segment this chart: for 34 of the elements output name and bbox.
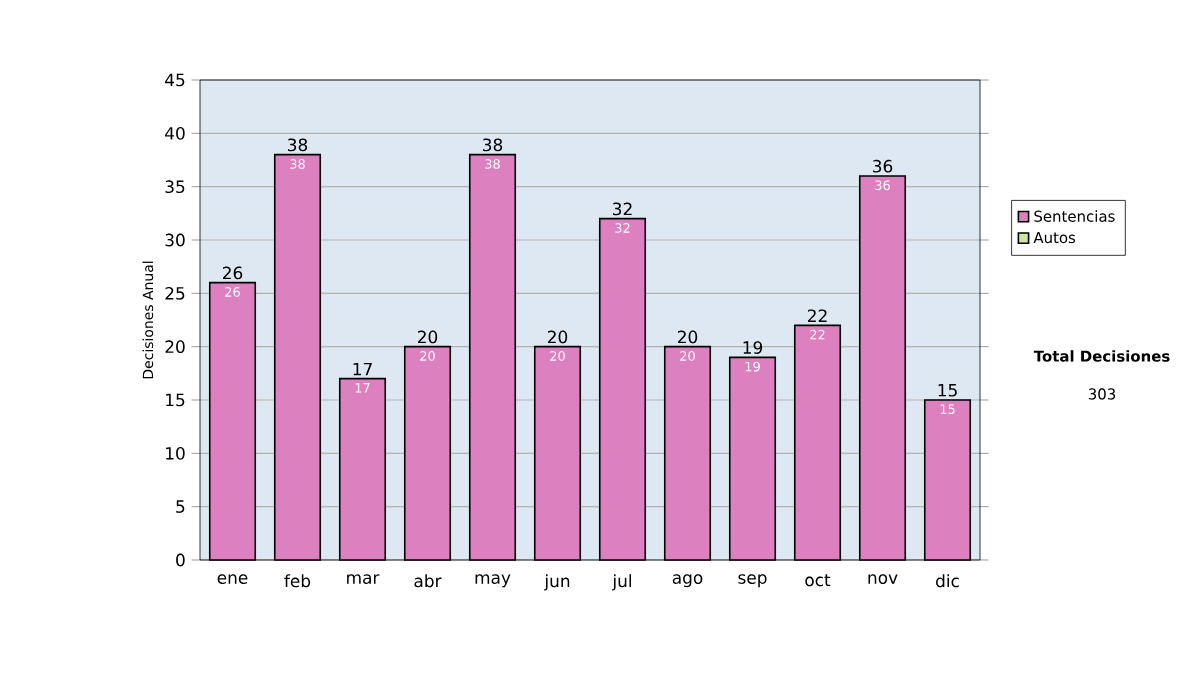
y-tick-label: 5 xyxy=(176,500,185,513)
x-tick-label: ene xyxy=(217,574,248,584)
y-tick-label: 35 xyxy=(165,180,185,194)
x-tick-label: oct xyxy=(805,574,831,587)
total-label: 22 xyxy=(807,309,827,322)
x-tick-label: sep xyxy=(738,574,767,588)
total-label: 38 xyxy=(288,138,308,152)
x-tick-label: may xyxy=(475,574,511,588)
total-label: 15 xyxy=(938,384,957,397)
total-label: 36 xyxy=(873,159,893,173)
x-tick-label: mar xyxy=(347,574,380,584)
y-tick-label: 25 xyxy=(165,286,185,300)
y-tick-label: 10 xyxy=(166,446,185,460)
y-tick-label: 30 xyxy=(165,233,185,247)
y-tick-label: 20 xyxy=(165,340,185,354)
x-tick-label: feb xyxy=(284,574,311,588)
y-tick-label: 15 xyxy=(166,393,185,407)
x-tick-label: jul xyxy=(612,574,632,591)
total-label: 19 xyxy=(743,341,763,354)
total-label: 20 xyxy=(547,330,568,344)
y-tick-label: 40 xyxy=(165,126,185,140)
x-tick-label: abr xyxy=(414,574,442,588)
total-label: 20 xyxy=(417,330,438,344)
total-label: 20 xyxy=(677,330,698,344)
x-tick-label: jun xyxy=(544,574,570,591)
y-tick-label: 0 xyxy=(176,553,185,567)
x-tick-label: dic xyxy=(936,574,959,588)
total-label: 32 xyxy=(613,202,632,216)
total-label: 26 xyxy=(222,266,243,280)
total-label: 38 xyxy=(483,138,503,152)
total-label: 17 xyxy=(353,362,372,376)
x-tick-label: nov xyxy=(868,574,898,584)
y-tick-label: 45 xyxy=(165,73,185,87)
x-tick-label: ago xyxy=(672,574,703,588)
